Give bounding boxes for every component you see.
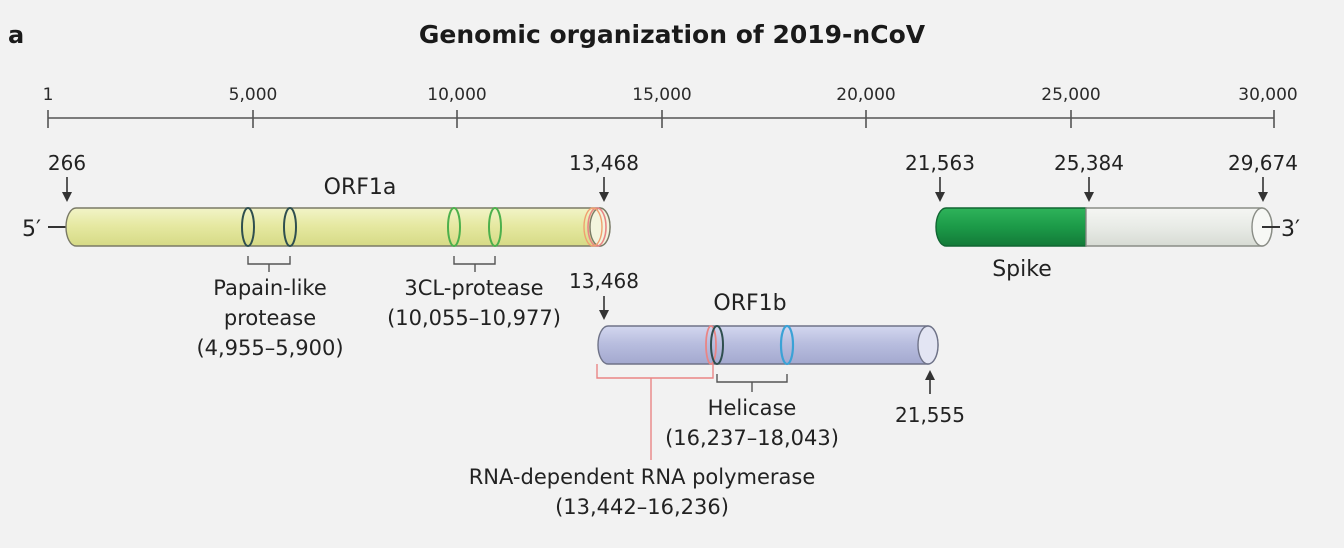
down-arrow-icon: [1084, 177, 1094, 202]
down-arrow-icon: [1258, 177, 1268, 202]
axis-tick-label: 1: [43, 85, 54, 105]
spike-end-label: 25,384: [1054, 151, 1124, 175]
spike-start-label: 21,563: [905, 151, 975, 175]
orf1a-label: ORF1a: [324, 175, 397, 200]
axis-tick-label: 30,000: [1238, 85, 1297, 105]
down-arrow-icon: [935, 177, 945, 202]
five-prime-label: 5′: [22, 217, 41, 242]
spike-label: Spike: [992, 257, 1052, 282]
three-prime-label: 3′: [1281, 217, 1300, 242]
helicase-range-label: (16,237–18,043): [665, 426, 839, 450]
papain-label-line2: protease: [224, 306, 316, 330]
axis-tick-label: 15,000: [632, 85, 691, 105]
rdrp-range-label: (13,442–16,236): [555, 495, 729, 519]
axis-tick-label: 25,000: [1041, 85, 1100, 105]
panel-label: a: [8, 21, 24, 49]
axis-tick-label: 20,000: [836, 85, 895, 105]
orf1b-start-label: 13,468: [569, 269, 639, 293]
orf1a-cylinder: [65, 207, 611, 247]
down-arrow-icon: [62, 177, 72, 202]
helicase-bracket: [716, 374, 788, 392]
cl-ring-right: [488, 207, 502, 247]
rdrp-bracket: [596, 364, 714, 460]
orf1b-cylinder: [597, 325, 939, 365]
papain-label-line1: Papain-like: [213, 276, 327, 300]
down-arrow-icon: [599, 296, 609, 320]
rdrp-ring: [705, 325, 717, 365]
papain-ring-right: [283, 207, 297, 247]
papain-bracket: [247, 256, 291, 272]
cl-bracket: [453, 256, 496, 272]
rdrp-label: RNA-dependent RNA polymerase: [469, 465, 816, 489]
helicase-ring-right: [779, 324, 795, 366]
up-arrow-icon: [925, 370, 935, 394]
papain-ring-left: [241, 207, 255, 247]
cl-range-label: (10,055–10,977): [387, 306, 561, 330]
position-axis: [47, 110, 1275, 128]
helicase-ring-left: [710, 325, 724, 365]
genome-end-label: 29,674: [1228, 151, 1298, 175]
orf1a-start-label: 266: [48, 151, 86, 175]
orf1b-end-label: 21,555: [895, 403, 965, 427]
orf1b-label: ORF1b: [713, 291, 786, 316]
cl-ring-left: [447, 207, 461, 247]
down-arrow-icon: [599, 177, 609, 202]
papain-range-label: (4,955–5,900): [196, 336, 343, 360]
cl-protease-label: 3CL-protease: [404, 276, 543, 300]
helicase-label: Helicase: [708, 396, 797, 420]
axis-tick-label: 5,000: [229, 85, 278, 105]
axis-tick-label: 10,000: [427, 85, 486, 105]
figure-title: Genomic organization of 2019-nCoV: [419, 20, 926, 49]
orf1a-end-label: 13,468: [569, 151, 639, 175]
spike-cylinder: [935, 207, 1273, 247]
